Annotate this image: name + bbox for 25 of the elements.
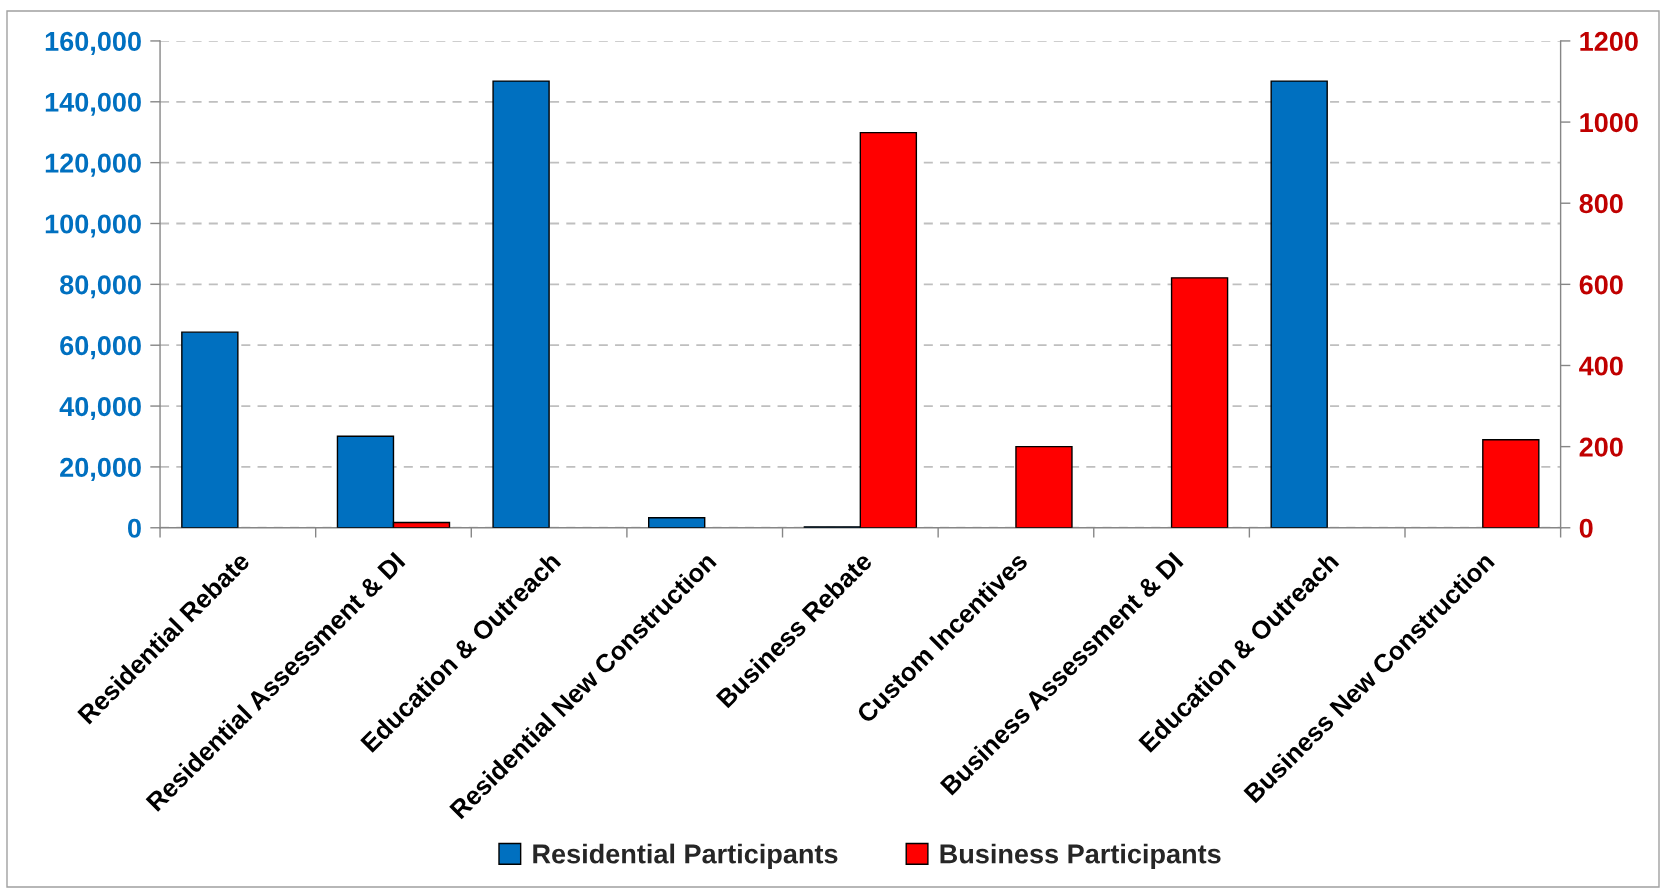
legend-label: Residential Participants (533, 843, 838, 869)
y-tick-label: 160,000 (45, 31, 141, 55)
y-tick-label: 0 (128, 518, 141, 538)
y2-tick-label: 0 (1579, 518, 1593, 538)
y-tick-label: 40,000 (59, 396, 141, 421)
bar (1482, 439, 1540, 528)
y-tick-label: 20,000 (60, 457, 141, 481)
bar (181, 331, 239, 528)
y-tick-label: 100,000 (45, 214, 141, 238)
y2-tick-label: 1200 (1580, 31, 1638, 52)
y-tick-label: 60,000 (60, 336, 141, 360)
y2-tick-label: 1000 (1580, 112, 1638, 133)
y2-tick-label: 600 (1579, 275, 1623, 295)
y-tick-label: 80,000 (60, 275, 141, 299)
y-tick-label: 140,000 (45, 92, 141, 116)
y-tick-label: 120,000 (45, 153, 141, 177)
y2-tick-label: 800 (1579, 194, 1623, 214)
bar (492, 80, 550, 528)
legend-label: Business Participants (940, 843, 1221, 869)
bar (1270, 80, 1328, 528)
y2-tick-label: 400 (1579, 356, 1623, 376)
y2-tick-label: 200 (1579, 437, 1623, 457)
bar (1170, 277, 1229, 528)
bar (1015, 445, 1073, 528)
bar (647, 517, 706, 528)
